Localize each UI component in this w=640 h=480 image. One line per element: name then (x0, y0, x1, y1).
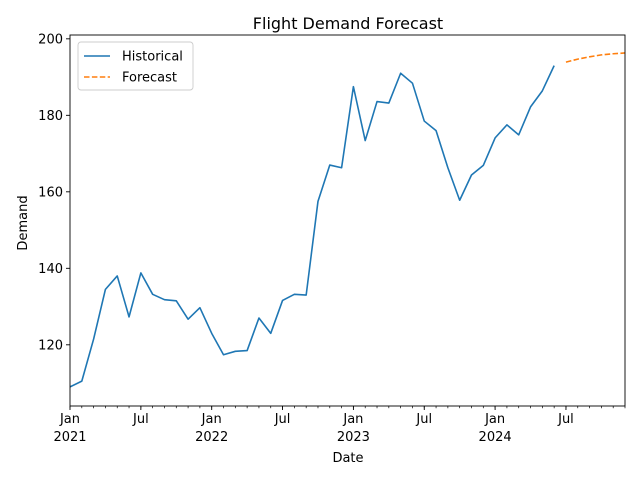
x-tick-year-label: 2022 (195, 430, 228, 445)
y-tick-label: 160 (38, 185, 63, 200)
y-tick-label: 140 (38, 262, 63, 277)
x-tick-label: Jul (557, 412, 574, 427)
x-tick-label: Jul (132, 412, 149, 427)
x-tick-label: Jan (484, 412, 505, 427)
legend-label-historical: Historical (122, 50, 183, 65)
plot-area (69, 34, 626, 407)
legend: Historical Forecast (77, 41, 194, 91)
x-tick-year-label: 2021 (53, 430, 86, 445)
x-axis-ticks: Jan 2021 Jul Jan 2022 Jul Jan 2023 Jul Jan 2024 Jul (53, 406, 626, 445)
x-tick-label: Jan (201, 412, 222, 427)
x-tick-year-label: 2024 (479, 430, 512, 445)
legend-box (77, 41, 194, 91)
y-axis-ticks: 120 140 160 180 200 (38, 32, 70, 353)
x-tick-year-label: 2023 (337, 430, 370, 445)
y-tick-label: 200 (38, 32, 63, 47)
x-tick-label: Jan (59, 412, 80, 427)
plot-frame (69, 34, 626, 407)
x-tick-label: Jul (274, 412, 291, 427)
series-line-historical (70, 65, 555, 388)
legend-label-forecast: Forecast (122, 71, 177, 86)
x-tick-label: Jul (415, 412, 432, 427)
series-line-forecast (565, 52, 625, 63)
y-tick-label: 180 (38, 109, 63, 124)
x-tick-label: Jan (342, 412, 363, 427)
y-tick-label: 120 (38, 338, 63, 353)
y-axis-label: Demand (16, 195, 31, 250)
chart-title: Flight Demand Forecast (253, 14, 443, 33)
x-axis-label: Date (332, 451, 363, 466)
